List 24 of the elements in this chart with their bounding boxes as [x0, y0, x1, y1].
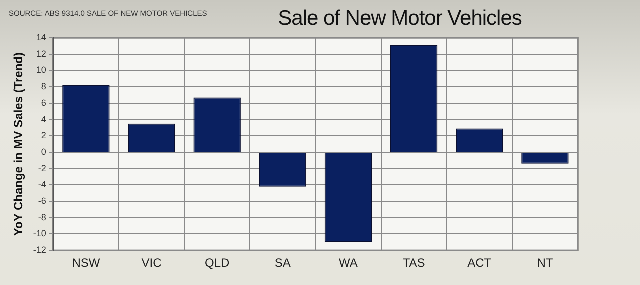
y-tick-label: 14: [36, 32, 46, 42]
x-tick-label: QLD: [205, 256, 230, 270]
x-tick-label: WA: [339, 256, 358, 270]
y-tick-label: -10: [33, 228, 46, 239]
y-tick-label: 2: [41, 130, 46, 141]
x-tick-label: NSW: [72, 256, 101, 270]
y-tick-label: 12: [36, 48, 46, 59]
y-tick-label: 10: [36, 65, 46, 76]
x-tick-label: TAS: [402, 256, 426, 270]
y-tick-label: -4: [38, 180, 46, 190]
y-tick-label: 6: [41, 98, 46, 108]
y-tick-label: -6: [38, 196, 46, 206]
y-tick-label: 0: [41, 146, 46, 157]
y-tick-label: -8: [38, 212, 46, 222]
y-axis-title: YoY Change in MV Sales (Trend): [12, 52, 26, 236]
x-tick-label: SA: [274, 256, 291, 270]
y-tick-label: -12: [33, 245, 46, 256]
y-tick-label: 8: [41, 82, 46, 92]
x-tick-label: NT: [537, 256, 554, 270]
y-tick-label: -2: [38, 163, 46, 174]
chart-title: Sale of New Motor Vehicles: [278, 7, 522, 30]
y-tick-label: 4: [41, 114, 46, 124]
x-tick-label: ACT: [468, 256, 492, 270]
x-tick-label: VIC: [142, 256, 162, 270]
